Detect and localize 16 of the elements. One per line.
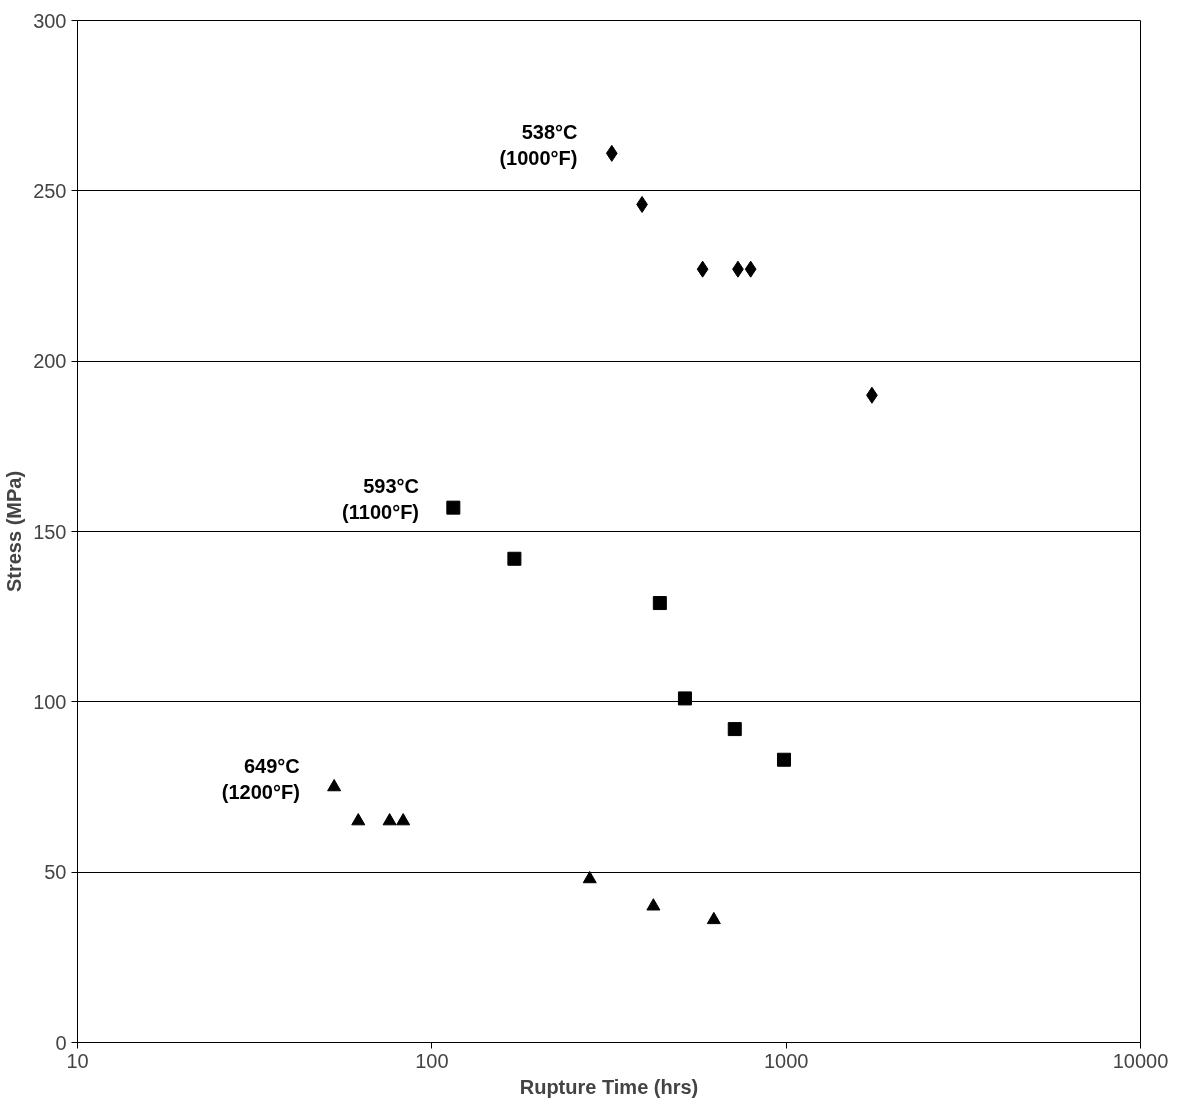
- x-tick-label: 10: [66, 1049, 89, 1072]
- series-label: 593°C (1100°F): [342, 475, 420, 524]
- y-tick-label: 200: [33, 350, 67, 373]
- y-tick-label: 250: [33, 179, 67, 202]
- y-tick-label: 100: [33, 690, 67, 713]
- y-tick-label: 300: [33, 9, 67, 32]
- x-tick-label: 1000: [763, 1049, 809, 1072]
- series-label: 649°C (1200°F): [221, 754, 300, 803]
- y-tick-label: 0: [55, 1031, 67, 1054]
- y-tick-label: 50: [44, 861, 67, 884]
- series-label: 538°C (1000°F): [499, 121, 578, 170]
- y-axis-title: Stress (MPa): [3, 470, 26, 593]
- x-axis-title: Rupture Time (hrs): [519, 1075, 699, 1098]
- x-tick-label: 10000: [1112, 1049, 1169, 1072]
- x-tick-label: 100: [415, 1049, 449, 1072]
- y-tick-label: 150: [33, 520, 67, 543]
